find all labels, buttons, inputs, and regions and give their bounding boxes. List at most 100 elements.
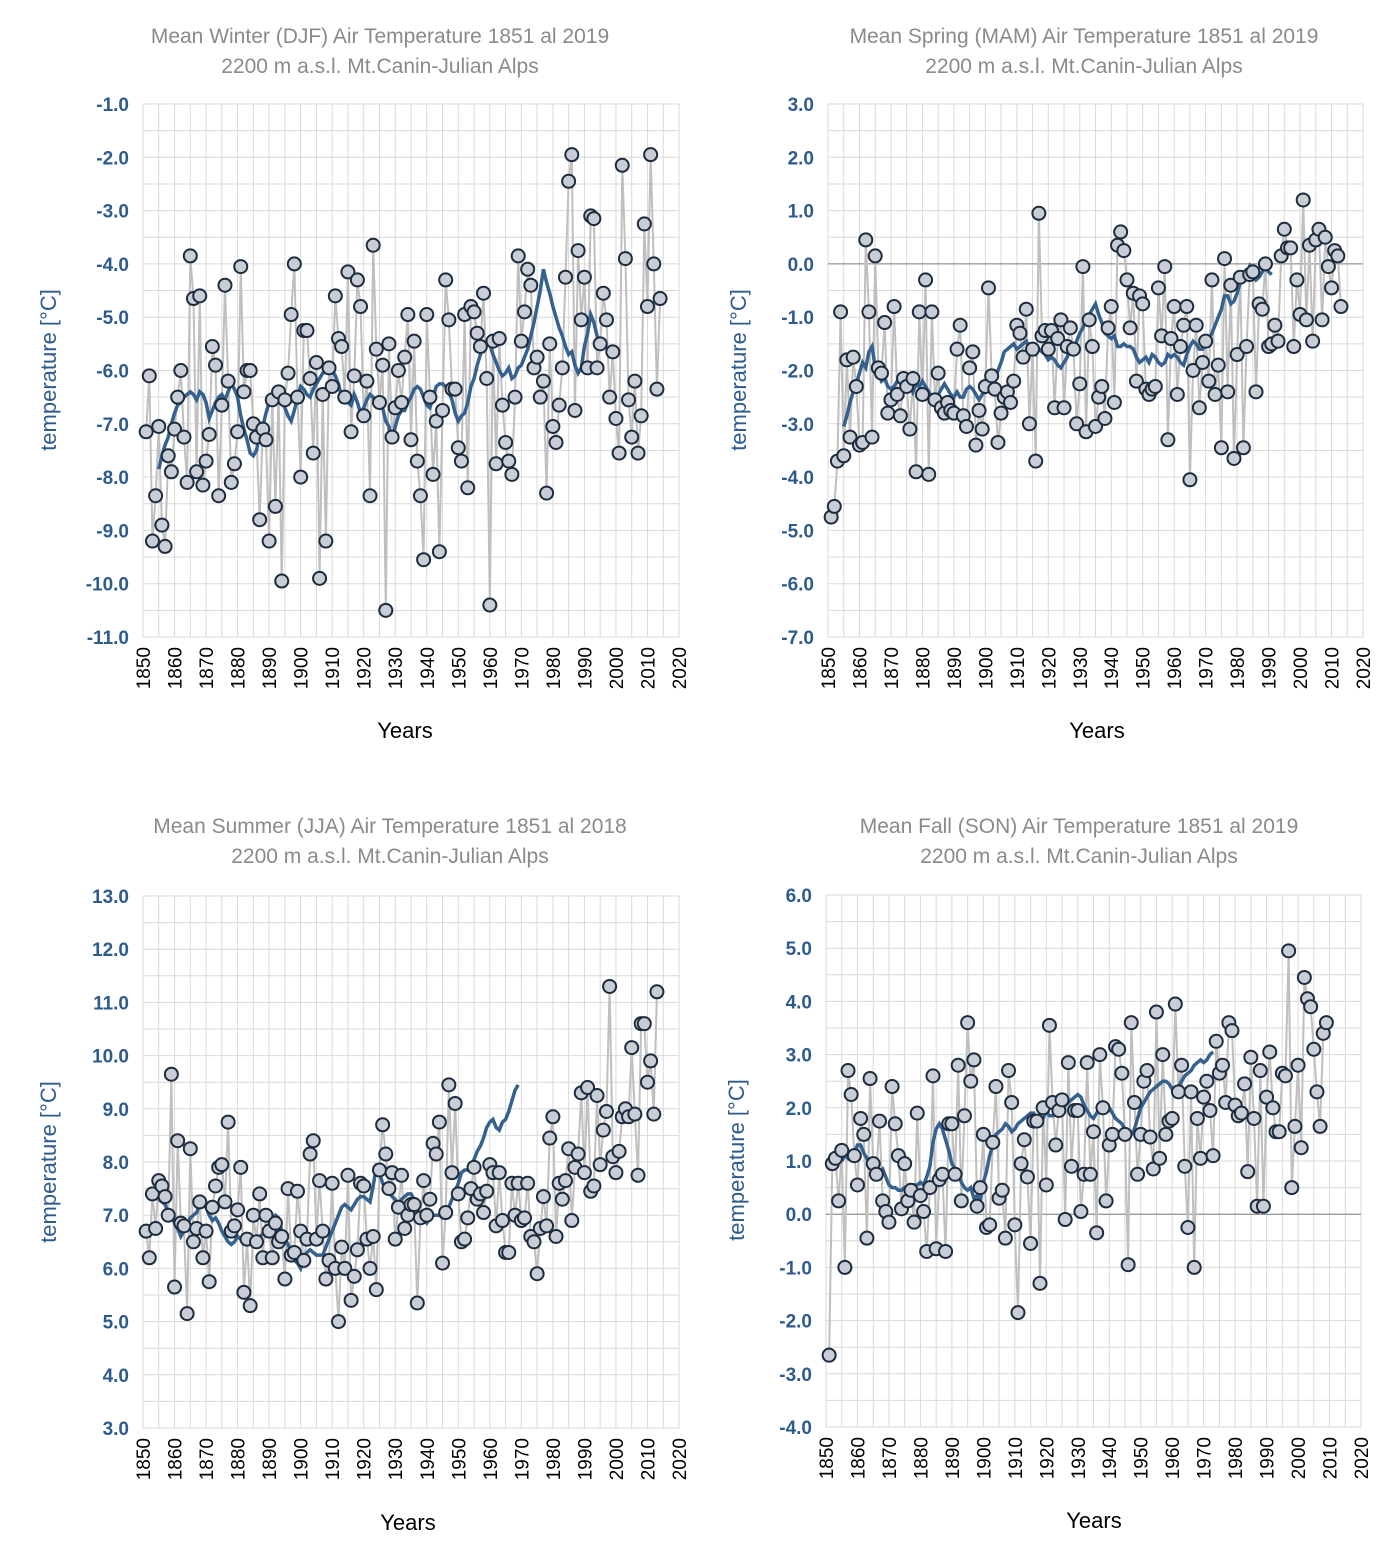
data-point <box>636 1016 652 1032</box>
data-point <box>504 466 520 482</box>
data-point <box>1220 384 1236 400</box>
data-point <box>859 1230 875 1246</box>
y-tick-label: 3.0 <box>103 1419 129 1440</box>
y-tick-label: 2.0 <box>786 1099 812 1120</box>
x-tick-label: 1960 <box>481 1438 502 1480</box>
summer-chart-panel: Mean Summer (JJA) Air Temperature 1851 a… <box>0 790 694 1564</box>
data-point <box>874 365 889 381</box>
data-point <box>198 453 214 469</box>
data-point <box>479 370 495 386</box>
data-point <box>586 211 602 227</box>
data-point <box>381 336 397 352</box>
data-point <box>233 1159 249 1175</box>
data-point <box>1040 341 1056 357</box>
data-point <box>245 1207 261 1223</box>
data-point <box>523 277 539 293</box>
x-tick-label: 2010 <box>638 647 659 689</box>
data-point <box>520 1175 536 1191</box>
x-tick-label: 1930 <box>386 1438 407 1480</box>
data-point <box>170 389 186 405</box>
x-tick-label: 1910 <box>323 647 344 689</box>
data-point <box>909 1105 925 1121</box>
grid <box>827 103 1364 638</box>
data-point <box>592 1157 608 1173</box>
data-point <box>853 1110 869 1126</box>
data-point <box>1160 432 1176 448</box>
data-point <box>327 288 343 304</box>
data-point <box>535 1189 551 1205</box>
data-point <box>179 1306 195 1322</box>
data-point <box>605 344 621 360</box>
data-point <box>649 381 665 397</box>
x-axis-ticks: 1850 1860 1870 1880 1890 1900 1910 1920 1930 1940… <box>134 647 691 689</box>
data-point <box>148 1221 164 1236</box>
data-point <box>476 285 492 301</box>
data-point <box>1081 312 1097 328</box>
data-point <box>880 405 896 421</box>
data-point <box>570 1146 586 1162</box>
data-point <box>460 1210 476 1226</box>
data-point <box>918 272 934 288</box>
y-tick-label: 10.0 <box>92 1047 129 1068</box>
data-point <box>1208 1033 1224 1049</box>
data-point <box>848 378 864 394</box>
y-tick-label: 6.0 <box>786 886 812 907</box>
data-point <box>176 429 192 445</box>
x-tick-label: 2010 <box>638 1438 659 1480</box>
data-point <box>968 437 984 453</box>
y-tick-label: -2.0 <box>781 362 814 383</box>
x-tick-label: 1970 <box>1197 647 1218 689</box>
data-point <box>438 272 454 288</box>
data-point <box>431 1114 447 1130</box>
data-point <box>837 1259 853 1275</box>
data-point <box>201 1274 217 1290</box>
data-point <box>1163 331 1179 347</box>
data-point <box>532 389 548 405</box>
data-point <box>1257 256 1273 272</box>
data-point <box>834 1142 850 1158</box>
x-tick-label: 2000 <box>607 647 628 689</box>
data-point <box>252 512 268 528</box>
data-point <box>441 312 457 328</box>
data-point <box>1265 1100 1281 1116</box>
data-point <box>343 1292 359 1308</box>
data-point <box>826 498 842 514</box>
data-point <box>602 978 618 994</box>
y-tick-label: 9.0 <box>103 1100 129 1121</box>
x-tick-label: 1900 <box>974 1437 995 1479</box>
data-point <box>179 474 195 490</box>
y-tick-label: 1.0 <box>788 202 814 223</box>
x-tick-label: 1990 <box>1258 1437 1279 1479</box>
data-point <box>1094 378 1110 394</box>
x-tick-label: 1870 <box>197 647 218 689</box>
x-tick-label: 1970 <box>512 1438 533 1480</box>
data-point <box>1170 1084 1186 1100</box>
data-point <box>1013 1156 1029 1172</box>
data-point <box>561 173 577 189</box>
data-point <box>517 304 533 320</box>
data-point <box>182 248 198 264</box>
data-point <box>1082 1166 1098 1182</box>
data-point <box>349 272 365 288</box>
data-point <box>267 498 283 514</box>
data-point <box>1128 373 1144 389</box>
data-point <box>962 360 978 376</box>
data-point <box>1309 1084 1325 1100</box>
x-tick-label: 1860 <box>166 1438 187 1480</box>
data-point <box>1293 1140 1309 1156</box>
data-point <box>1290 1057 1306 1073</box>
data-point <box>242 1298 258 1314</box>
data-point <box>249 1234 265 1250</box>
data-point <box>428 413 444 429</box>
data-point <box>198 1223 214 1239</box>
data-point <box>1089 1225 1105 1241</box>
x-tick-label: 2000 <box>607 1438 628 1480</box>
data-point <box>1199 1073 1215 1089</box>
data-point <box>953 1193 969 1209</box>
data-point <box>1186 1259 1202 1275</box>
x-tick-label: 1970 <box>1195 1437 1216 1479</box>
data-point <box>1229 347 1245 363</box>
data-point <box>491 331 507 347</box>
data-point <box>337 1260 353 1276</box>
data-point <box>340 264 356 280</box>
